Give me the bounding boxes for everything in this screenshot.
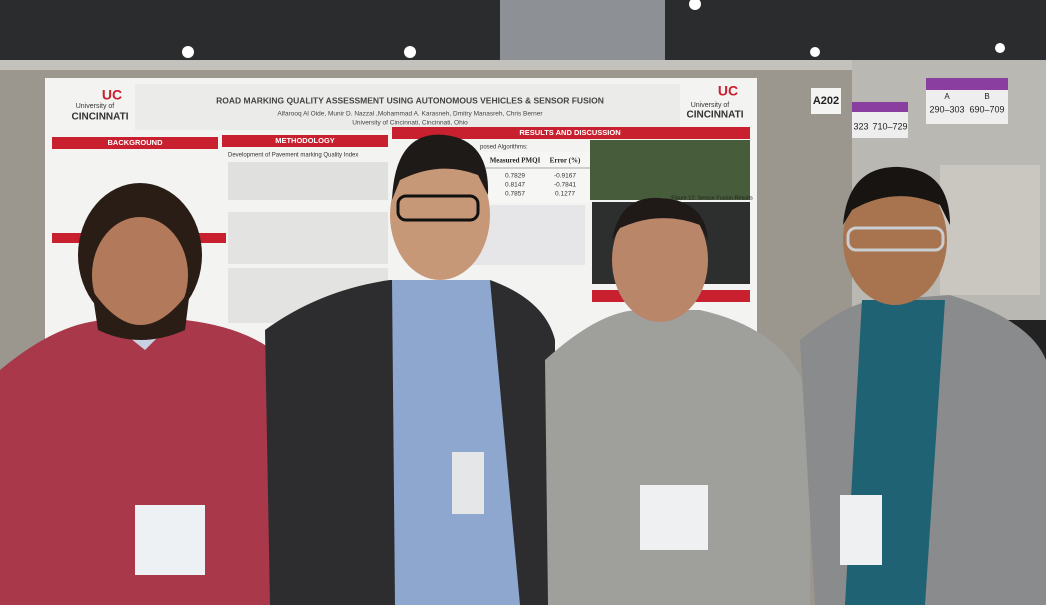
logo-text: University of	[691, 102, 730, 109]
poster-affiliation: University of Cincinnati, Cincinnati, Oh…	[352, 120, 468, 127]
table-cell: -0.7841	[554, 182, 576, 189]
flow-diagram	[228, 212, 388, 264]
badge	[840, 495, 882, 565]
badge	[135, 505, 205, 575]
hair	[612, 197, 708, 240]
title-bar	[135, 84, 680, 130]
light	[404, 46, 416, 58]
far-board	[940, 165, 1040, 295]
logo-text: University of	[76, 103, 115, 110]
face	[612, 198, 708, 322]
beard	[92, 290, 190, 340]
sign-letter: B	[984, 92, 989, 101]
glasses	[846, 226, 945, 252]
poster-title: ROAD MARKING QUALITY ASSESSMENT USING AU…	[216, 95, 604, 105]
face	[843, 175, 947, 305]
section-header	[392, 127, 750, 139]
face	[92, 217, 188, 333]
hair	[392, 134, 489, 200]
table-cell: 0.7829	[505, 173, 525, 180]
sign-letter: A	[944, 92, 950, 101]
person-shirt	[392, 280, 520, 605]
person-sweater	[545, 310, 810, 605]
booth-number: A202	[813, 95, 839, 107]
light	[689, 0, 701, 10]
glasses	[396, 194, 480, 222]
logo-mark: UC	[102, 87, 122, 103]
table-header: Error (%)	[550, 157, 581, 165]
pillar	[500, 0, 665, 60]
face	[390, 150, 490, 280]
booth-label	[811, 88, 841, 114]
results-heading: posed Algorithms:	[480, 145, 528, 151]
table-header: Measured PMQI	[490, 157, 541, 165]
sign-band	[852, 102, 908, 112]
section-title: RESULTS AND DISCUSSION	[519, 128, 620, 137]
sign-range: 290–303	[929, 104, 964, 114]
table-cell: 0.7857	[505, 191, 525, 198]
sign-range: 710–729	[872, 121, 907, 131]
figure-caption: Figure 12: Sensor Fusion Results	[671, 195, 753, 201]
results-table: Measured PMQI Error (%) 0.7829 -0.9167 0.814…	[478, 152, 590, 202]
light	[810, 47, 820, 57]
section-header	[52, 137, 218, 149]
logo-mark: UC	[718, 83, 738, 99]
person-shirt	[0, 320, 315, 605]
sign-range: 323	[853, 121, 868, 131]
results-figure	[590, 140, 750, 200]
table-background	[478, 152, 590, 202]
badge	[640, 485, 708, 550]
section-title: METHODOLOGY	[275, 136, 335, 145]
table-cell: -0.9167	[554, 173, 576, 180]
badge	[452, 452, 484, 514]
light	[182, 46, 194, 58]
poster-authors: Alfarooq Al Oide, Munir D. Nazzal ,Moham…	[277, 111, 543, 118]
flow-diagram	[228, 162, 388, 200]
logo-text: CINCINNATI	[71, 112, 128, 123]
sign-range: 690–709	[969, 104, 1004, 114]
logo-text: CINCINNATI	[686, 110, 743, 121]
table-cell: 0.8147	[505, 182, 525, 189]
light	[995, 43, 1005, 53]
table-cell: 0.1277	[555, 191, 575, 198]
section-title: BACKGROUND	[108, 138, 164, 147]
sign-band	[926, 78, 1008, 90]
board-frame	[0, 60, 852, 70]
method-heading: Development of Pavement marking Quality …	[228, 153, 358, 159]
hair	[843, 166, 950, 225]
section-header	[222, 135, 388, 147]
